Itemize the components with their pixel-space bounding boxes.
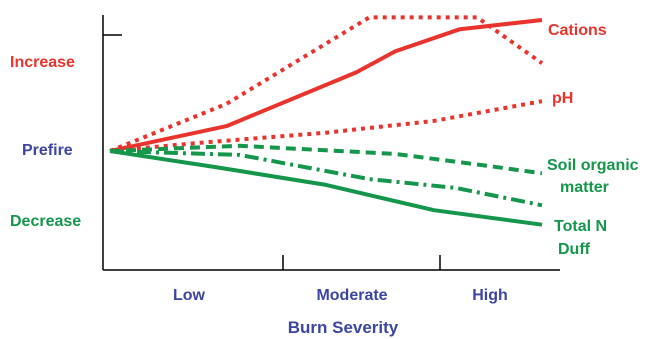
series-label: Duff [558,241,591,258]
series-label: matter [560,179,609,196]
series-line [109,143,543,176]
series-lines [109,15,544,227]
series-line [109,149,543,208]
series-line [109,15,544,153]
axes [102,15,560,271]
y-tick-label: Decrease [10,213,81,230]
y-tick-label: Prefire [22,142,73,159]
series-line [109,99,543,153]
series-label: Cations [548,22,607,39]
series-line [109,149,543,227]
x-axis-label: Burn Severity [288,318,399,337]
y-tick-label: Increase [10,54,75,71]
x-tick-label: High [472,287,508,304]
series-label: Total N [554,218,607,235]
series-line [109,18,543,153]
series-label: pH [552,90,573,107]
series-label: Soil organic [547,157,639,174]
labels: Increase Prefire Decrease Low Moderate High Bu… [10,22,639,337]
x-tick-label: Low [173,287,206,304]
x-tick-label: Moderate [316,287,387,304]
